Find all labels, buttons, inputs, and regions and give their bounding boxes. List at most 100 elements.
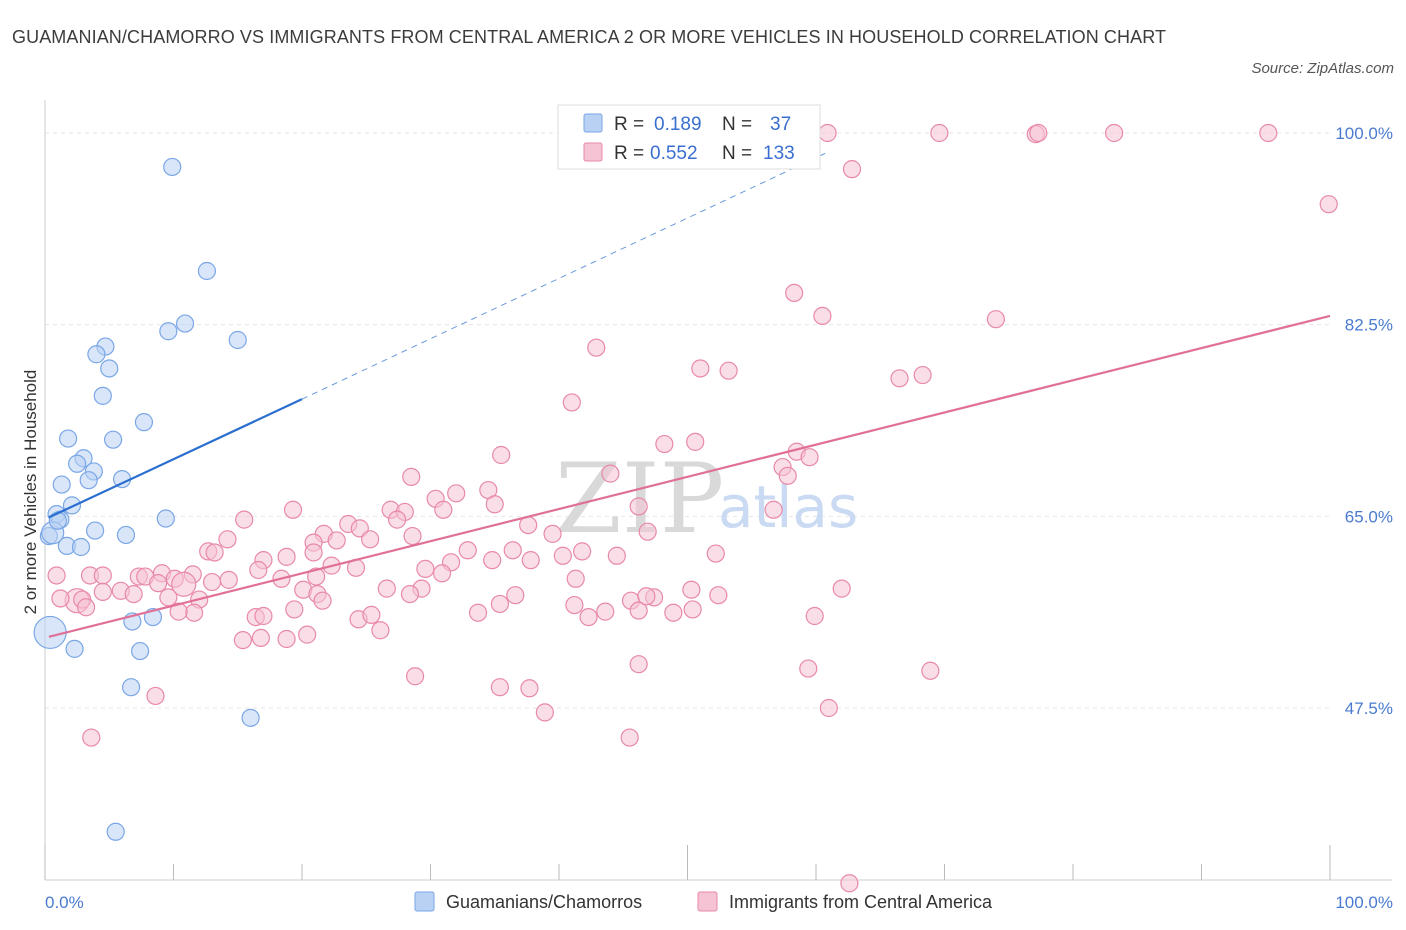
central-america-point-112 (664, 603, 683, 622)
y-tick-label-0: 47.5% (1345, 699, 1393, 718)
central-america-point-33 (764, 500, 783, 519)
guamanian-point-23 (116, 525, 136, 545)
central-america-point-34 (283, 500, 303, 519)
central-america-point-38 (387, 510, 407, 529)
central-america-point-67 (307, 567, 326, 586)
central-america-point-129 (520, 679, 539, 698)
central-america-point-114 (184, 603, 204, 622)
guamanian-point-10 (59, 429, 78, 448)
central-america-point-5 (1105, 123, 1124, 143)
guamanian-point-22 (86, 521, 105, 540)
guamanian-point-11 (104, 430, 123, 449)
x-tick-label-0: 0.0% (45, 893, 84, 912)
central-america-point-47 (327, 531, 346, 550)
central-america-point-15 (890, 369, 909, 388)
guamanian-point-7 (100, 359, 119, 378)
central-america-point-8 (1319, 195, 1338, 214)
central-america-point-46 (218, 530, 237, 549)
guamanian-point-0 (163, 157, 182, 177)
central-america-point-131 (799, 659, 818, 678)
tick-labels: 47.5% 65.0% 82.5% 100.0% 0.0% 100.0% (45, 124, 1393, 912)
central-america-point-124 (251, 628, 270, 648)
trend-lines (48, 151, 1331, 638)
central-america-point-43 (638, 522, 657, 541)
central-america-point-12 (587, 338, 606, 357)
legend-label-central-america: Immigrants from Central America (729, 892, 993, 912)
central-america-point-111 (468, 603, 488, 622)
central-america-point-24 (778, 466, 797, 485)
x-tick-label-1: 100.0% (1335, 893, 1393, 912)
central-america-point-132 (921, 661, 940, 680)
central-america-point-105 (683, 600, 702, 619)
central-america-point-125 (277, 629, 296, 649)
data-points (33, 123, 1338, 893)
central-america-point-62 (521, 551, 540, 570)
guamanian-point-34 (33, 615, 67, 650)
central-america-point-26 (402, 467, 421, 487)
guamanian-point-3 (159, 322, 178, 341)
guamanian-point-31 (121, 678, 141, 697)
guamanian-point-9 (134, 413, 154, 432)
central-america-point-16 (913, 365, 932, 385)
central-america-point-37 (235, 510, 254, 529)
y-tick-label-3: 100.0% (1335, 124, 1393, 143)
central-america-point-115 (169, 602, 188, 621)
guamanian-point-13 (68, 454, 87, 473)
central-america-point-83 (377, 579, 396, 598)
central-america-point-31 (434, 500, 453, 519)
stats-swatch-pink (583, 142, 603, 162)
central-america-point-13 (691, 359, 710, 378)
central-america-point-66 (249, 560, 268, 580)
legend-label-guamanians: Guamanians/Chamorros (446, 892, 642, 912)
central-america-point-106 (565, 595, 584, 615)
central-america-point-99 (77, 598, 96, 617)
central-america-point-94 (506, 586, 525, 605)
stats-box: R = 0.189 N = 37 R = 0.552 N = 133 (557, 104, 821, 170)
central-america-point-7 (842, 160, 862, 179)
central-america-point-50 (304, 543, 323, 562)
central-america-point-52 (503, 541, 522, 560)
central-america-point-11 (986, 310, 1006, 329)
guamanian-point-8 (93, 386, 112, 405)
guamanian-point-16 (79, 471, 98, 490)
central-america-point-4 (1029, 123, 1048, 143)
central-america-point-123 (298, 625, 317, 644)
central-america-point-135 (82, 728, 101, 747)
central-america-point-6 (1259, 123, 1278, 143)
central-america-point-95 (709, 586, 728, 605)
central-america-point-32 (629, 497, 648, 516)
central-america-point-104 (596, 602, 615, 621)
central-america-point-74 (566, 569, 585, 588)
guamanian-point-18 (62, 496, 82, 515)
central-america-point-48 (361, 530, 380, 549)
central-america-point-53 (573, 542, 592, 561)
central-america-point-65 (416, 559, 435, 579)
stats-r-value-2: 0.552 (650, 143, 698, 164)
central-america-point-80 (171, 571, 197, 597)
y-axis-label: 2 or more Vehicles in Household (21, 370, 40, 615)
central-america-point-22 (800, 448, 819, 467)
axes (44, 100, 1392, 881)
guamanian-point-1 (197, 261, 217, 281)
guamanian-point-36 (48, 511, 67, 530)
central-america-point-59 (205, 543, 224, 562)
central-america-point-133 (819, 698, 838, 718)
chart-source: Source: ZipAtlas.com (1251, 60, 1394, 77)
central-america-point-45 (403, 526, 422, 546)
grid-lines (45, 132, 1330, 709)
central-america-point-134 (620, 728, 639, 747)
central-america-point-103 (579, 607, 598, 627)
central-america-point-130 (629, 655, 648, 674)
central-america-point-107 (637, 587, 656, 606)
central-america-point-10 (813, 306, 832, 326)
stats-n-value-2: 133 (763, 143, 795, 164)
y-tick-label-2: 82.5% (1345, 316, 1393, 335)
legend: Guamanians/Chamorros Immigrants from Cen… (414, 891, 993, 912)
central-america-point-126 (233, 630, 252, 650)
central-america-point-18 (655, 434, 674, 454)
chart-title: GUAMANIAN/CHAMORRO VS IMMIGRANTS FROM CE… (12, 27, 1167, 47)
central-america-point-137 (535, 703, 554, 722)
stats-n-label-1: N = (722, 114, 752, 135)
central-america-point-113 (805, 606, 824, 626)
central-america-point-27 (447, 484, 466, 503)
